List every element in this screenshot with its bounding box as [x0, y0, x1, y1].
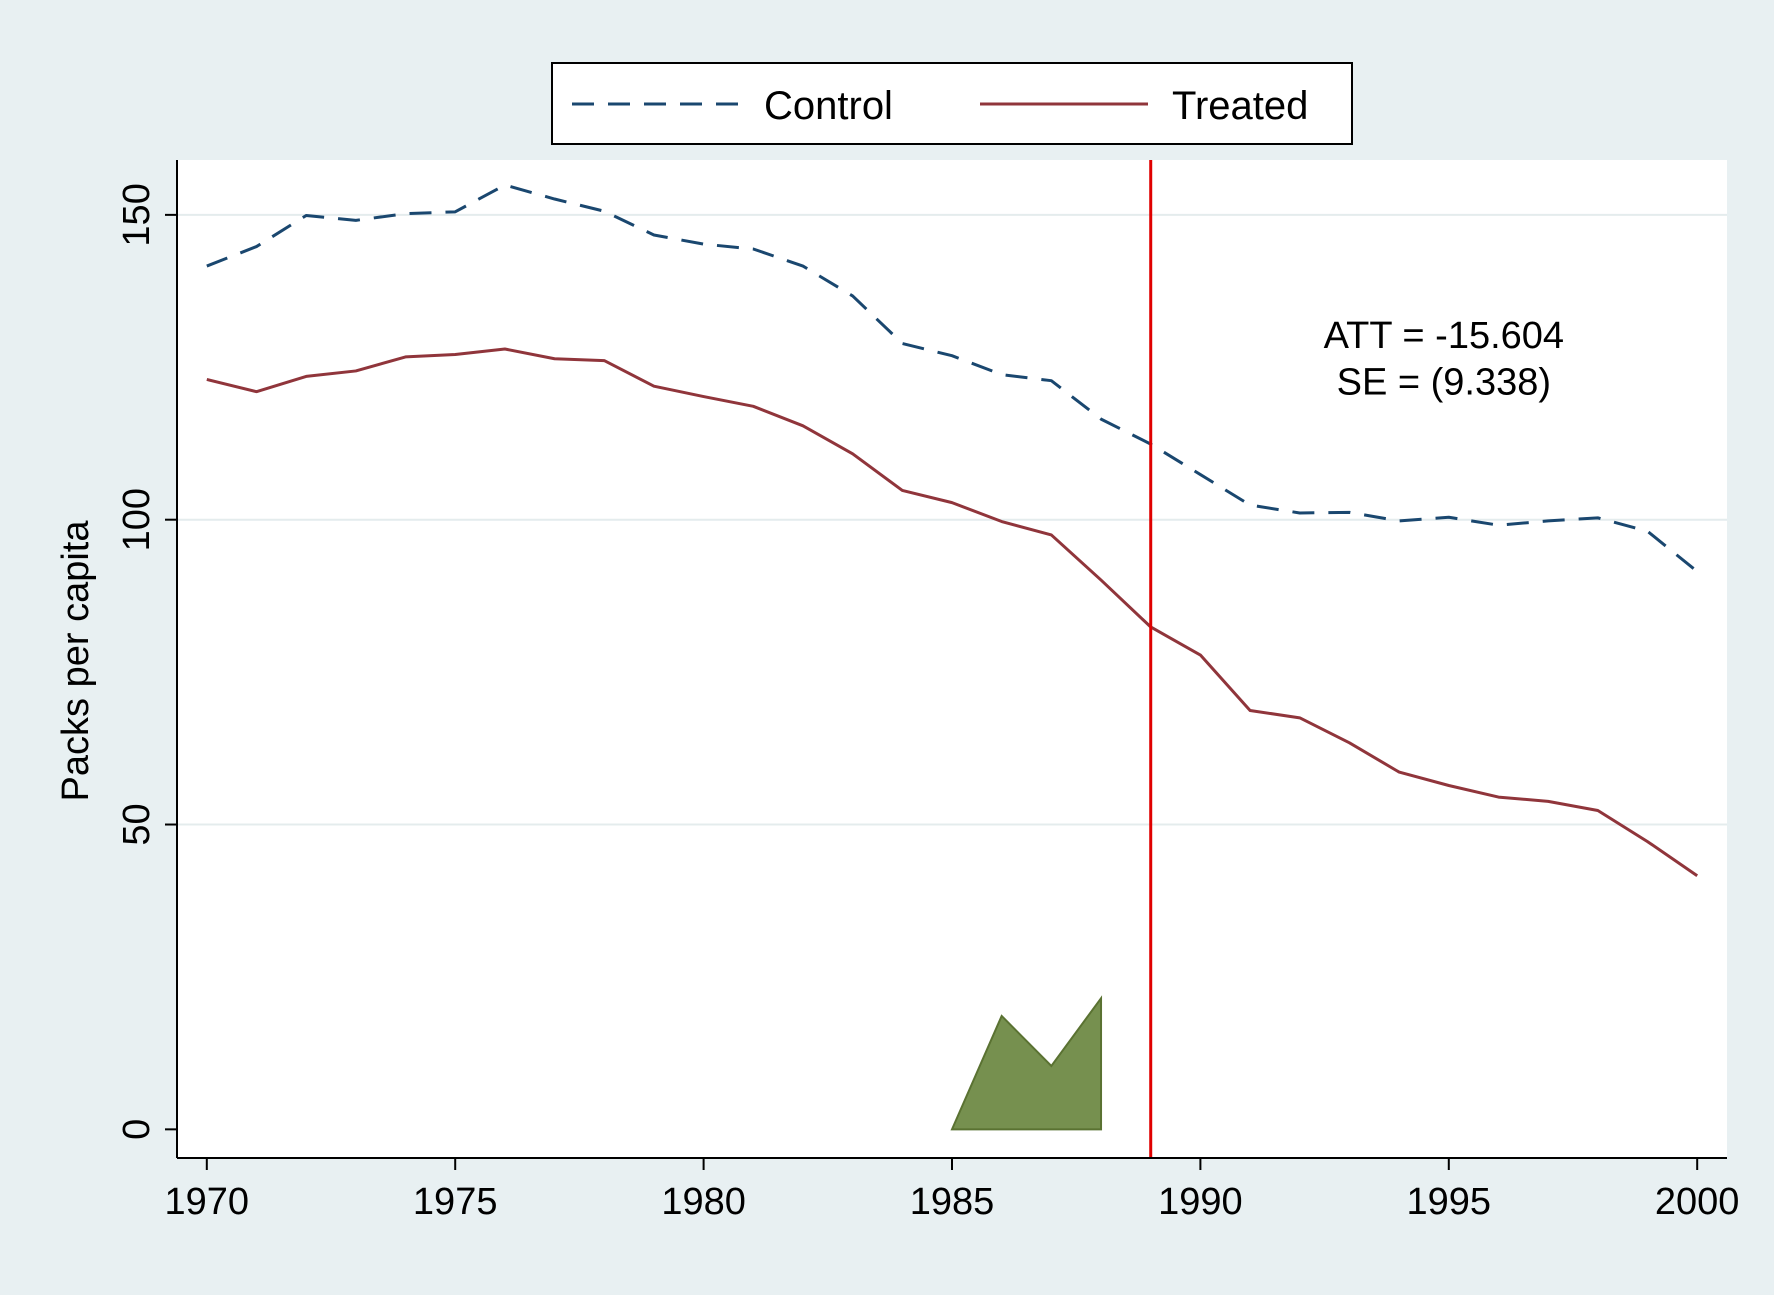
x-tick-label-1985: 1985 — [910, 1181, 995, 1223]
x-tick-label-2000: 2000 — [1655, 1181, 1740, 1223]
ticks: 1970 1975 1980 1985 1990 1995 2000 0 50 100 150 — [116, 183, 1739, 1223]
green-polygon — [950, 995, 1103, 1131]
y-axis-label: Packs per capita — [55, 520, 97, 802]
y-tick-label-0: 0 — [116, 1119, 158, 1140]
x-tick-label-1990: 1990 — [1158, 1181, 1243, 1223]
series-line-treated — [206, 347, 1699, 877]
x-tick-label-1980: 1980 — [661, 1181, 746, 1223]
legend: Control Treated — [551, 62, 1353, 145]
x-tick-label-1995: 1995 — [1407, 1181, 1492, 1223]
x-tick-label-1975: 1975 — [413, 1181, 498, 1223]
green-shape — [950, 995, 1103, 1131]
series-lines — [206, 183, 1699, 877]
legend-label-control: Control — [764, 84, 893, 128]
gridlines — [177, 213, 1727, 826]
series-line-control — [206, 183, 1699, 573]
se-label: SE = (9.338) — [1337, 362, 1551, 404]
att-annotation: ATT = -15.604 SE = (9.338) — [1324, 315, 1564, 404]
legend-label-treated: Treated — [1172, 84, 1308, 128]
y-tick-label-100: 100 — [116, 488, 158, 551]
att-label: ATT = -15.604 — [1324, 315, 1564, 357]
y-tick-label-50: 50 — [116, 803, 158, 845]
x-tick-label-1970: 1970 — [165, 1181, 250, 1223]
plot-area — [177, 160, 1727, 1158]
y-tick-label-150: 150 — [116, 183, 158, 246]
